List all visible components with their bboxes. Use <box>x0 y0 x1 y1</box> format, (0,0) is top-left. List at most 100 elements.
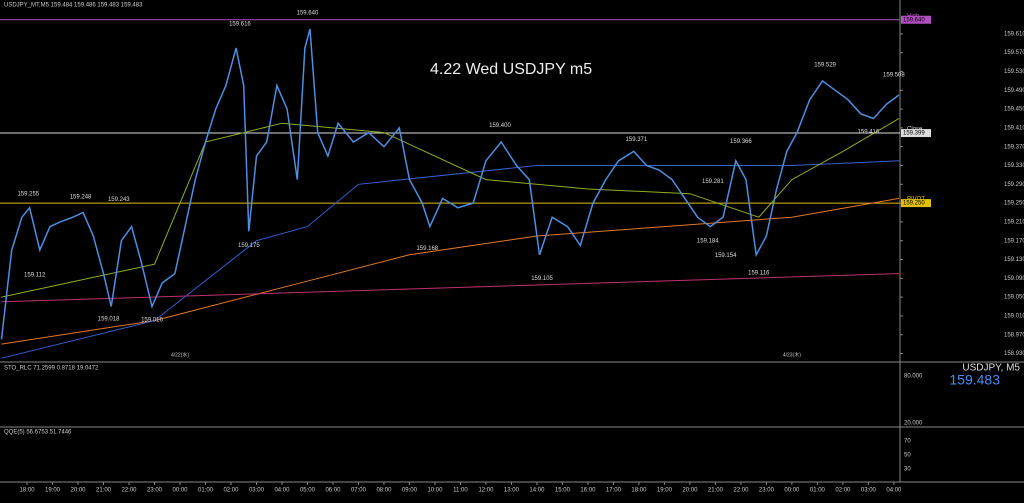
y-tick-label: 159.170 <box>1004 238 1024 244</box>
x-tick-label: 18:00 <box>631 488 647 494</box>
price-tag-label: 159.250 <box>903 201 925 207</box>
price-tag-label: 159.399 <box>903 131 925 137</box>
price-annotation: 159.112 <box>24 273 46 279</box>
y-tick-label: 159.370 <box>1004 144 1024 150</box>
x-tick-label: 01:00 <box>810 488 826 494</box>
y-tick-label: 158.930 <box>1004 351 1024 357</box>
y-tick-label: 159.050 <box>1004 295 1024 301</box>
price-annotation: 159.508 <box>883 72 905 78</box>
x-tick-label: 00:00 <box>172 488 188 494</box>
indicator-label: QQE(5) 56.6753 51.7446 <box>4 430 72 436</box>
x-tick-label: 23:00 <box>759 488 775 494</box>
y-tick-label: 159.090 <box>1004 276 1024 282</box>
symbol: USDJPY, M5 <box>962 363 1020 374</box>
indicator-tick: 30 <box>904 467 911 473</box>
price-tag <box>901 199 931 208</box>
price-annotation: 159.105 <box>531 276 553 282</box>
y-tick-label: 159.490 <box>1004 88 1024 94</box>
x-tick-label: 10:00 <box>427 488 443 494</box>
x-tick-label: 21:00 <box>96 488 112 494</box>
x-tick-label: 16:00 <box>580 488 596 494</box>
y-tick-label: 159.010 <box>1004 314 1024 320</box>
x-tick-label: 17:00 <box>606 488 622 494</box>
chart-title: 4.22 Wed USDJPY m5 <box>430 61 592 78</box>
x-tick-label: 22:00 <box>733 488 749 494</box>
x-tick-label: 19:00 <box>45 488 61 494</box>
y-tick-label: 159.570 <box>1004 50 1024 56</box>
series-line <box>0 28 900 340</box>
price-annotation: 159.175 <box>238 243 260 249</box>
price-annotation: 159.616 <box>229 22 251 28</box>
price-annotation: 159.018 <box>98 317 120 323</box>
indicator-tick: 70 <box>904 439 911 445</box>
price-annotation: 159.243 <box>108 197 130 203</box>
price-annotation: 159.416 <box>858 130 880 136</box>
price-annotation: 159.016 <box>141 318 163 324</box>
y-tick-label: 159.330 <box>1004 163 1024 169</box>
x-tick-label: 12:00 <box>478 488 494 494</box>
x-tick-label: 06:00 <box>325 488 341 494</box>
price-annotation: 159.400 <box>489 123 511 129</box>
price-annotation: 159.255 <box>17 191 39 197</box>
price-annotation: 159.371 <box>626 137 648 143</box>
y-tick-label: 159.290 <box>1004 182 1024 188</box>
x-tick-label: 03:00 <box>249 488 265 494</box>
price-tag <box>901 15 931 24</box>
series-line <box>1 118 900 298</box>
series-line <box>1 273 900 303</box>
x-tick-label: 08:00 <box>376 488 392 494</box>
date-label: 4/23(木) <box>783 351 801 358</box>
x-tick-label: 14:00 <box>529 488 545 494</box>
price-annotation: 159.184 <box>697 239 719 245</box>
x-tick-label: 05:00 <box>300 488 316 494</box>
x-tick-label: 04:00 <box>274 488 290 494</box>
chart-info: USDJPY_MT,M5 159.484 159.486 159.483 159… <box>4 3 143 9</box>
price-annotation: 159.281 <box>702 179 724 185</box>
price-annotation: 159.168 <box>416 246 438 252</box>
y-tick-label: 159.410 <box>1004 125 1024 131</box>
x-tick-label: 21:00 <box>708 488 724 494</box>
y-tick-label: 159.210 <box>1004 219 1024 225</box>
y-tick-label: 159.530 <box>1004 69 1024 75</box>
indicator-tick: 80.000 <box>904 374 923 380</box>
indicator-tick: 50 <box>904 453 911 459</box>
series-line <box>1 160 900 359</box>
price-annotation: 159.529 <box>814 63 836 69</box>
x-tick-label: 02:00 <box>223 488 239 494</box>
x-tick-label: 03:00 <box>861 488 877 494</box>
x-tick-label: 20:00 <box>71 488 87 494</box>
price: 159.483 <box>949 372 1000 388</box>
date-label: 4/22(水) <box>171 351 189 358</box>
x-tick-label: 07:00 <box>351 488 367 494</box>
y-tick-label: 159.450 <box>1004 107 1024 113</box>
x-tick-label: 00:00 <box>784 488 800 494</box>
y-tick-label: 158.970 <box>1004 332 1024 338</box>
x-tick-label: 18:00 <box>20 488 36 494</box>
price-annotation: 159.366 <box>730 139 752 145</box>
y-tick-label: 159.250 <box>1004 201 1024 207</box>
x-tick-label: 09:00 <box>402 488 418 494</box>
y-tick-label: 159.130 <box>1004 257 1024 263</box>
price-tag <box>901 129 931 138</box>
x-tick-label: 23:00 <box>147 488 163 494</box>
price-annotation: 159.154 <box>715 253 737 259</box>
indicator-tick: 20.000 <box>904 421 923 427</box>
x-tick-label: 15:00 <box>555 488 571 494</box>
price-annotation: 159.248 <box>70 195 92 201</box>
price-tag-label: 159.640 <box>903 17 925 23</box>
x-tick-label: 04:00 <box>886 488 902 494</box>
x-tick-label: 11:00 <box>453 488 468 494</box>
x-tick-label: 01:00 <box>198 488 214 494</box>
x-tick-label: 13:00 <box>504 488 520 494</box>
price-annotation: 159.640 <box>297 10 319 16</box>
x-tick-label: 19:00 <box>657 488 673 494</box>
x-tick-label: 02:00 <box>835 488 851 494</box>
indicator-label: STO_RLC 71.2599 0.8718 19.0472 <box>4 366 99 372</box>
x-tick-label: 22:00 <box>122 488 138 494</box>
y-tick-label: 159.610 <box>1004 31 1024 37</box>
price-annotation: 159.116 <box>748 271 770 277</box>
x-tick-label: 20:00 <box>682 488 698 494</box>
